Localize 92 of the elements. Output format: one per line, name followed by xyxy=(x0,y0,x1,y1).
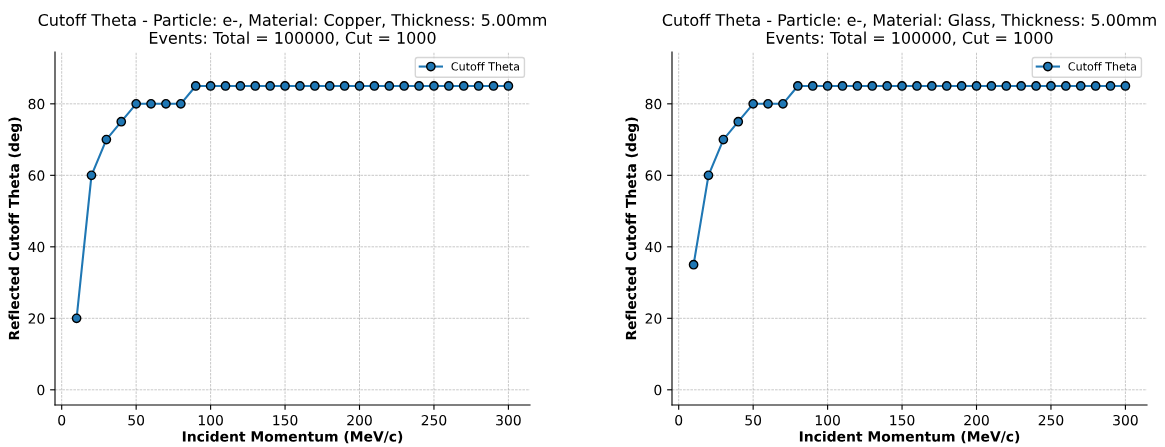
x-axis-title: Incident Momentum (MeV/c) xyxy=(799,430,1020,444)
x-tick-label: 250 xyxy=(1038,414,1064,426)
point xyxy=(971,81,982,91)
point xyxy=(86,170,97,181)
point xyxy=(941,81,952,91)
point xyxy=(503,81,514,91)
point xyxy=(837,81,848,91)
point xyxy=(926,81,937,91)
point xyxy=(1105,81,1116,91)
point xyxy=(778,98,788,109)
legend-label: Cutoff Theta xyxy=(1068,62,1136,71)
point xyxy=(265,81,276,91)
chart-title: Cutoff Theta - Particle: e-, Material: Copper, Thickness: 5.00mm Events: Total = 100000, Cut = 1000 xyxy=(38,13,546,46)
x-tick-label: 50 xyxy=(745,414,762,426)
point xyxy=(986,81,997,91)
point xyxy=(443,81,454,91)
x-tick-label: 150 xyxy=(273,414,298,426)
point xyxy=(175,98,186,109)
point xyxy=(146,98,156,109)
point xyxy=(131,98,142,109)
y-tick-label: 0 xyxy=(37,384,45,396)
point xyxy=(414,81,424,91)
y-tick-label: 80 xyxy=(645,98,662,110)
point xyxy=(384,81,395,91)
point xyxy=(488,81,499,91)
point xyxy=(763,98,773,109)
x-tick-label: 200 xyxy=(347,414,372,426)
x-tick-label: 100 xyxy=(815,414,840,426)
point xyxy=(733,116,744,127)
point xyxy=(688,259,699,270)
point xyxy=(792,81,803,91)
point xyxy=(473,81,484,91)
y-tick-label: 40 xyxy=(28,241,45,253)
x-tick-label: 0 xyxy=(58,414,66,426)
x-axis-title: Incident Momentum (MeV/c) xyxy=(182,430,403,444)
y-tick-label: 60 xyxy=(645,170,662,181)
point xyxy=(718,134,729,145)
x-tick-label: 100 xyxy=(198,414,223,426)
y-tick-label: 20 xyxy=(28,313,45,324)
point xyxy=(912,81,922,91)
point xyxy=(807,81,818,91)
point xyxy=(399,81,410,91)
point xyxy=(235,81,246,91)
point xyxy=(458,81,469,91)
point xyxy=(309,81,320,91)
point xyxy=(205,81,216,91)
point xyxy=(101,134,112,145)
legend-label: Cutoff Theta xyxy=(451,62,519,71)
point xyxy=(220,81,231,91)
y-axis-title: Reflected Cutoff Theta (deg) xyxy=(625,117,640,340)
x-tick-label: 250 xyxy=(421,414,447,426)
point xyxy=(867,81,878,91)
point xyxy=(703,170,714,181)
x-tick-label: 150 xyxy=(890,414,915,426)
point xyxy=(429,81,439,91)
point xyxy=(882,81,893,91)
y-axis-title: Reflected Cutoff Theta (deg) xyxy=(8,117,23,340)
point xyxy=(295,81,305,91)
x-tick-label: 50 xyxy=(128,414,145,426)
point xyxy=(1016,81,1027,91)
point xyxy=(1060,81,1071,91)
x-tick-label: 300 xyxy=(496,414,521,426)
point xyxy=(339,81,350,91)
x-tick-label: 300 xyxy=(1113,414,1138,426)
point xyxy=(190,81,201,91)
point xyxy=(369,81,380,91)
y-tick-label: 40 xyxy=(645,241,662,253)
point xyxy=(1120,81,1131,91)
point xyxy=(161,98,171,109)
y-tick-label: 0 xyxy=(654,384,662,396)
point xyxy=(852,81,863,91)
point xyxy=(956,81,967,91)
point xyxy=(116,116,127,127)
point xyxy=(354,81,365,91)
point xyxy=(1090,81,1101,91)
y-tick-label: 20 xyxy=(645,313,662,324)
x-tick-label: 0 xyxy=(675,414,683,426)
point xyxy=(897,81,907,91)
y-tick-label: 80 xyxy=(28,98,45,110)
y-tick-label: 60 xyxy=(28,170,45,181)
chart-title: Cutoff Theta - Particle: e-, Material: Glass, Thickness: 5.00mm Events: Total = 100000, Cut = 1000 xyxy=(662,13,1156,46)
point xyxy=(748,98,759,109)
point xyxy=(250,81,261,91)
point xyxy=(1075,81,1086,91)
x-tick-label: 200 xyxy=(964,414,989,426)
point xyxy=(1031,81,1041,91)
point xyxy=(1046,81,1056,91)
point xyxy=(822,81,833,91)
point xyxy=(324,81,335,91)
point xyxy=(280,81,290,91)
point xyxy=(71,313,82,324)
point xyxy=(1001,81,1012,91)
